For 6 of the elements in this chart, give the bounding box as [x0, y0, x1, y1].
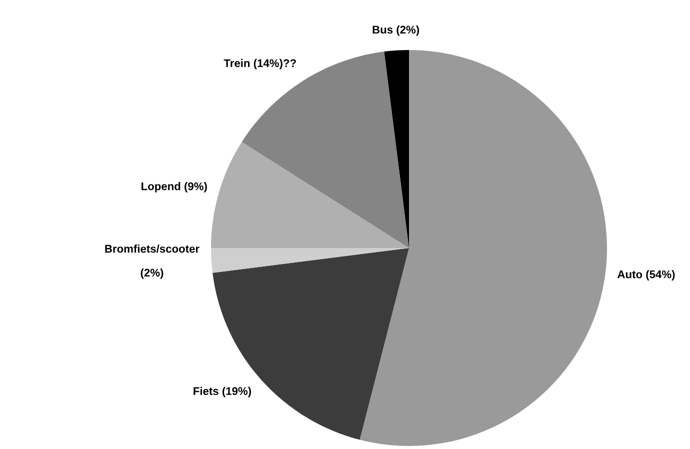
slice-label: Trein (14%)??: [224, 58, 296, 70]
slice-label: Bus (2%): [372, 25, 420, 36]
slice-label: Auto (54%): [618, 270, 675, 280]
category-label: Bromfiets/scooter (2%): [105, 244, 200, 279]
slice-label: Fiets (19%): [194, 386, 252, 398]
slice-label: Lopend (9%): [142, 182, 207, 192]
